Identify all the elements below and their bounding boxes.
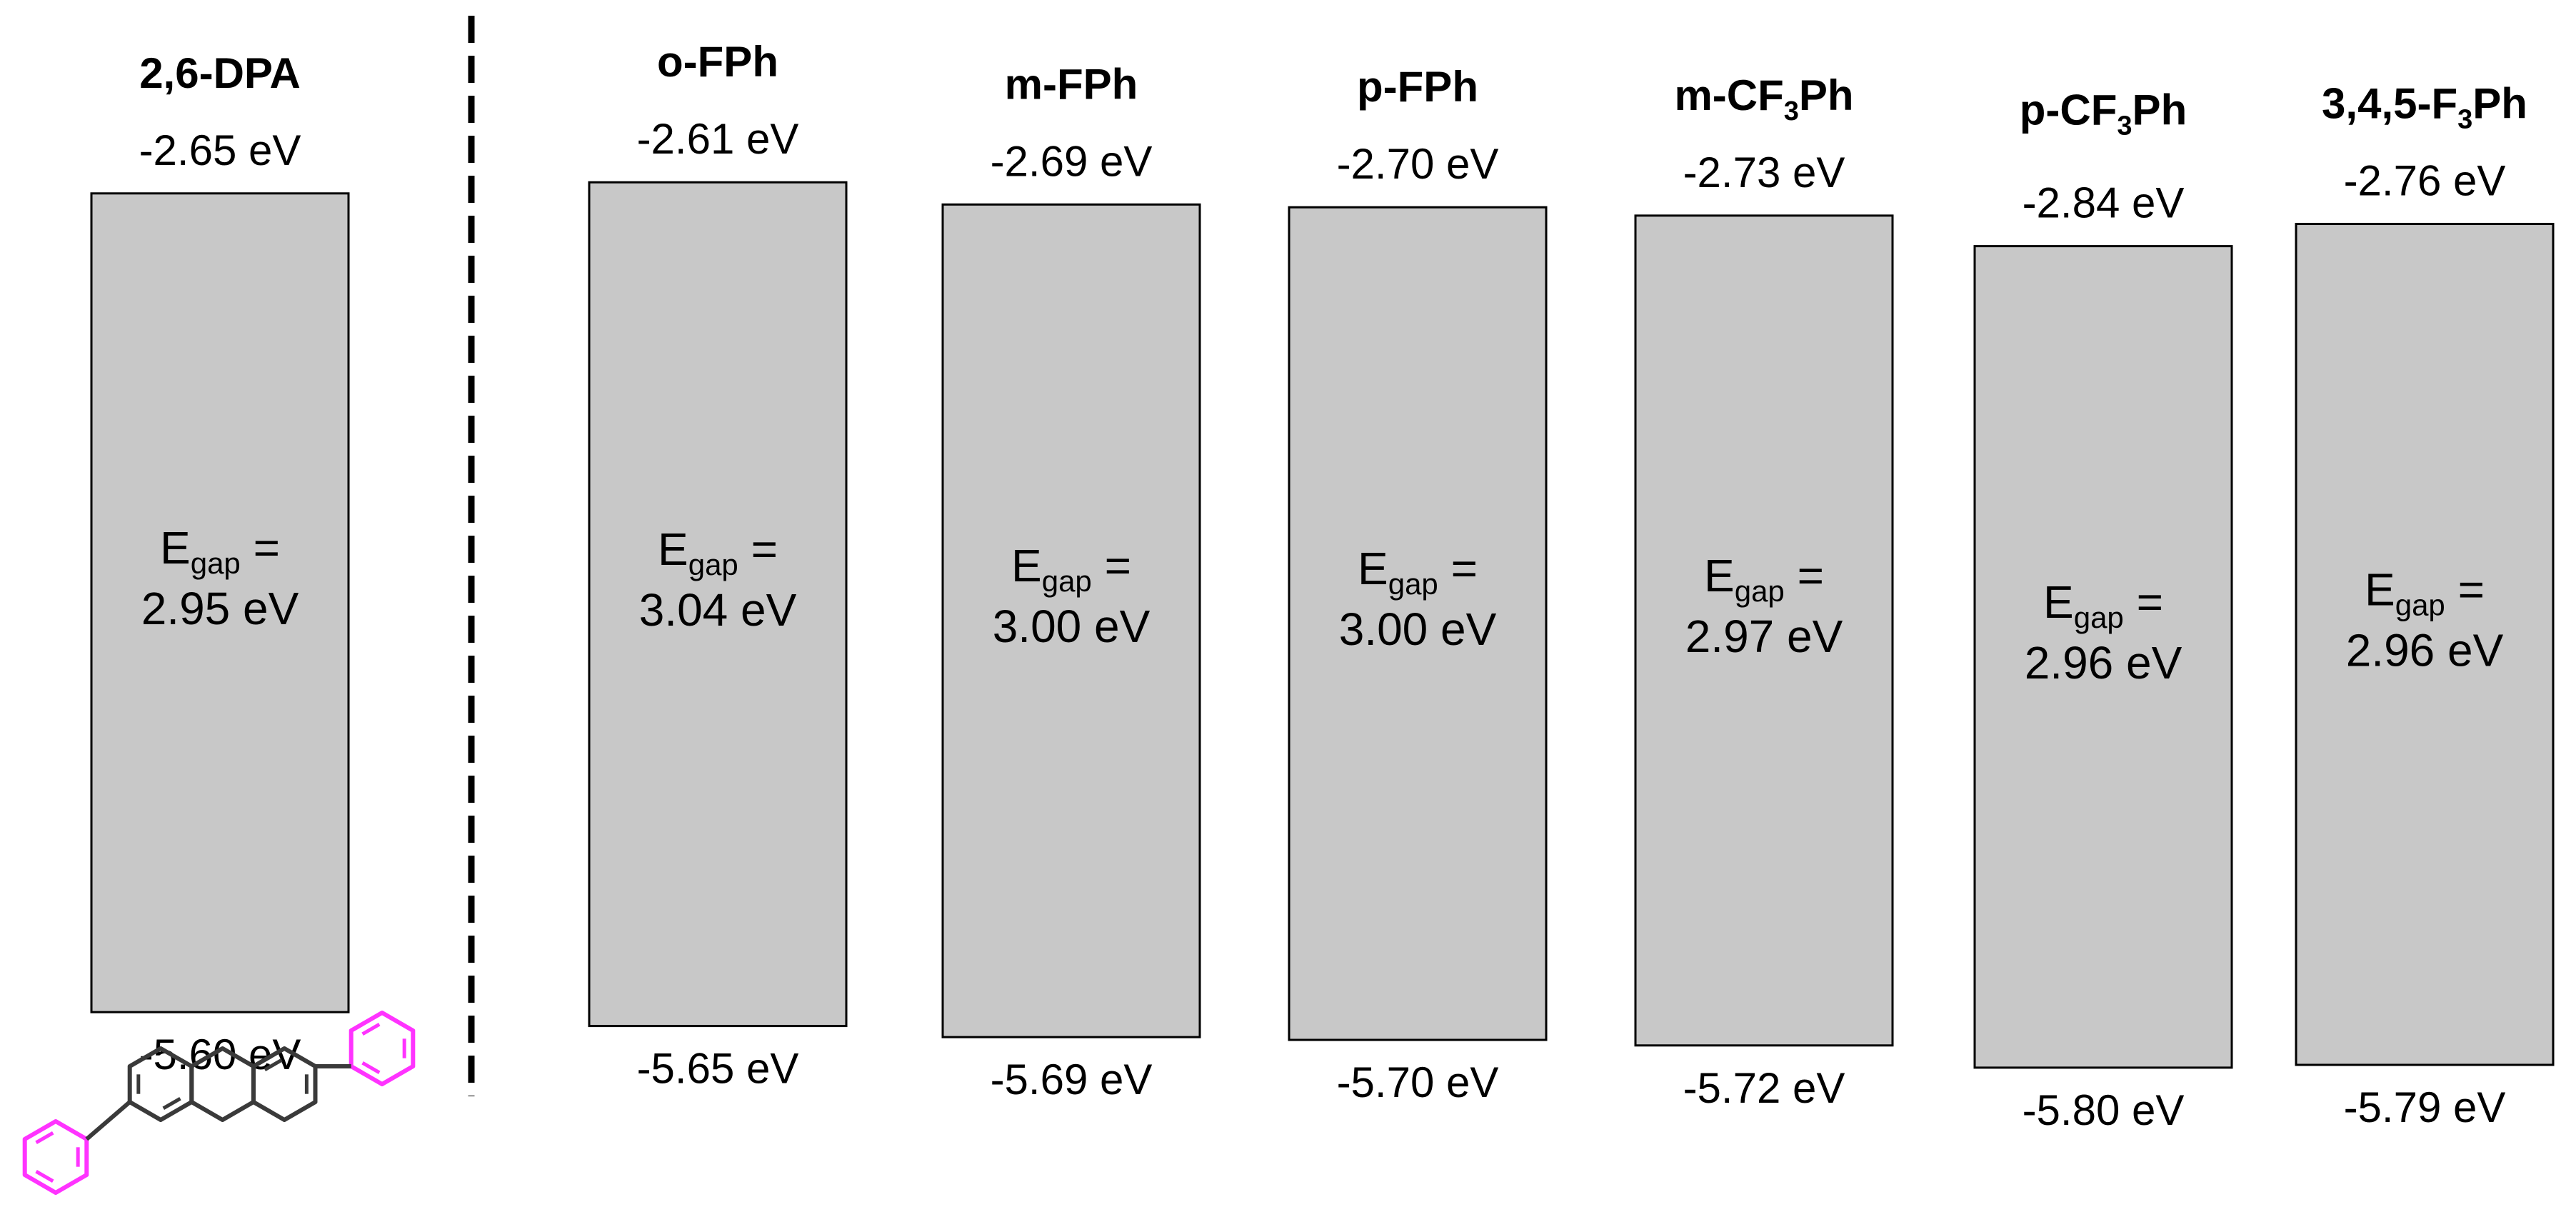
gap-value: 2.97 eV — [1685, 611, 1843, 662]
phenyl-ring-right — [349, 1011, 416, 1086]
gap-value: 2.96 eV — [2025, 637, 2182, 688]
compound-name: o-FPh — [657, 38, 778, 86]
gap-symbol: Egap = — [658, 524, 778, 581]
homo-label: -5.70 eV — [1337, 1058, 1499, 1106]
compound-name: m-FPh — [1005, 60, 1138, 108]
energy-bar — [90, 192, 350, 1013]
energy-bar — [941, 203, 1201, 1038]
energy-bar — [2295, 223, 2555, 1066]
homo-label: -5.65 eV — [637, 1045, 799, 1093]
gap-symbol: Egap = — [2365, 564, 2485, 621]
energy-bar — [588, 181, 848, 1028]
energy-bar — [1973, 245, 2233, 1069]
lumo-label: -2.84 eV — [2023, 179, 2185, 227]
compound-name: p-CF3Ph — [2020, 86, 2187, 141]
lumo-label: -2.76 eV — [2344, 157, 2506, 205]
energy-bar-group: o-FPh -2.61 eV -5.65 eV Egap =3.04 eV — [588, 38, 848, 1093]
energy-bar-group: m-CF3Ph -2.73 eV -5.72 eV Egap =2.97 eV — [1634, 71, 1894, 1112]
energy-bar-group: 3,4,5-F3Ph -2.76 eV -5.79 eV Egap =2.96 eV — [2295, 80, 2555, 1131]
energy-bar — [1288, 206, 1548, 1041]
energy-bar — [1634, 214, 1894, 1047]
bond-left — [85, 1100, 131, 1141]
gap-value: 2.95 eV — [141, 583, 299, 634]
homo-label: -5.72 eV — [1683, 1064, 1845, 1112]
compound-name: p-FPh — [1357, 63, 1478, 111]
homo-label: -5.69 eV — [991, 1056, 1153, 1103]
gap-symbol: Egap = — [1358, 543, 1478, 601]
lumo-label: -2.69 eV — [991, 137, 1153, 185]
energy-bar-group: p-FPh -2.70 eV -5.70 eV Egap =3.00 eV — [1288, 63, 1548, 1106]
gap-value: 3.00 eV — [1339, 604, 1497, 655]
compound-name: m-CF3Ph — [1674, 71, 1853, 126]
gap-value: 3.00 eV — [993, 601, 1151, 652]
gap-value: 3.04 eV — [639, 584, 797, 636]
gap-symbol: Egap = — [1704, 550, 1824, 608]
gap-symbol: Egap = — [2043, 576, 2163, 634]
gap-symbol: Egap = — [160, 522, 280, 580]
lumo-label: -2.65 eV — [139, 126, 301, 174]
energy-bar-group: p-CF3Ph -2.84 eV -5.80 eV Egap =2.96 eV — [1973, 86, 2233, 1134]
energy-bar-group: m-FPh -2.69 eV -5.69 eV Egap =3.00 eV — [941, 60, 1201, 1103]
lumo-label: -2.73 eV — [1683, 149, 1845, 196]
gap-symbol: Egap = — [1011, 540, 1131, 598]
lumo-label: -2.61 eV — [637, 115, 799, 163]
compound-name: 2,6-DPA — [139, 49, 301, 97]
compound-name: 3,4,5-F3Ph — [2322, 80, 2527, 135]
lumo-label: -2.70 eV — [1337, 140, 1499, 188]
gap-value: 2.96 eV — [2346, 624, 2504, 676]
molecule-structure — [22, 1011, 416, 1195]
homo-label: -5.80 eV — [2023, 1086, 2185, 1134]
homo-label: -5.79 eV — [2344, 1083, 2506, 1131]
